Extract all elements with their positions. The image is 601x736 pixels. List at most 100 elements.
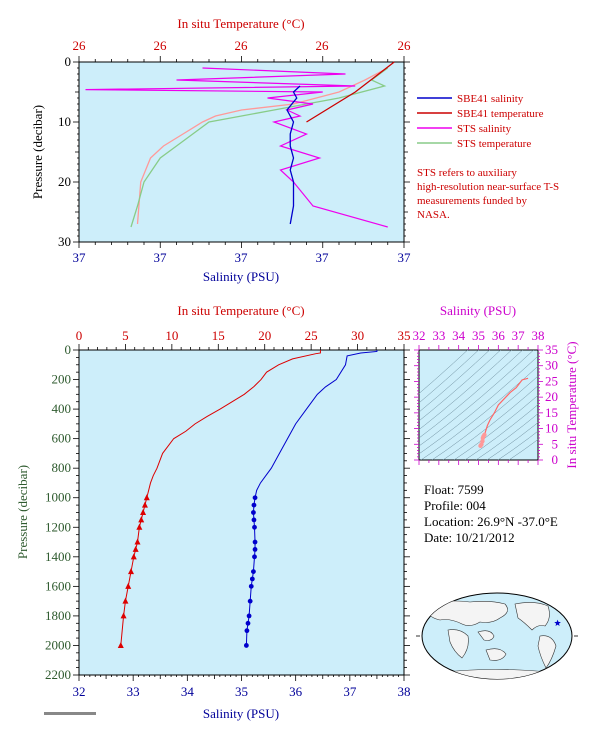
ts-x-tick-label: 35 — [472, 328, 485, 343]
temperature-marker — [117, 641, 124, 648]
density-contour — [431, 375, 538, 460]
full-profile-bottom-tick-labels: 32 33 34 35 36 37 38 — [73, 684, 411, 699]
pressure-tick-label: 2200 — [45, 667, 71, 682]
density-contour — [442, 385, 538, 460]
temp-tick-label: 0 — [76, 328, 83, 343]
density-contour — [420, 365, 538, 460]
pressure-tick-label: 2000 — [45, 637, 71, 652]
full-profile-bottom-axis-label: Salinity (PSU) — [203, 706, 279, 721]
temperature-marker — [134, 538, 141, 545]
density-contour — [419, 350, 523, 439]
salinity-tick-label: 34 — [181, 684, 195, 699]
pressure-tick-label: 1600 — [45, 578, 71, 593]
ts-x-tick-label: 33 — [432, 328, 445, 343]
sts-temperature-pink-line — [136, 67, 389, 225]
near-surface-bottom-tick-1: 37 — [154, 250, 168, 265]
temperature-marker — [138, 516, 145, 523]
near-surface-bottom-tick-2: 37 — [235, 250, 249, 265]
ts-x-tick-label: 38 — [532, 328, 545, 343]
near-surface-bottom-tick-4: 37 — [398, 250, 412, 265]
ts-y-axis-label: In situ Temperature (°C) — [564, 341, 579, 468]
salinity-marker — [244, 628, 250, 634]
ts-x-tick-label: 37 — [512, 328, 526, 343]
legend-label-sts-salinity: STS salinity — [457, 123, 512, 135]
full-profile-plot-area — [78, 349, 405, 676]
density-contour — [419, 350, 479, 404]
salinity-marker — [252, 547, 258, 552]
near-surface-bottom-axis-label: Salinity (PSU) — [203, 269, 279, 284]
near-surface-top-tick-3: 26 — [316, 38, 330, 53]
salinity-marker — [249, 576, 255, 582]
salinity-marker — [251, 502, 257, 508]
near-surface-bottom-tick-0: 37 — [73, 250, 87, 265]
pressure-tick-label: 1200 — [45, 519, 71, 534]
salinity-marker — [247, 598, 253, 604]
salinity-tick-label: 37 — [343, 684, 357, 699]
density-contour — [497, 430, 538, 460]
near-surface-y-tick-0: 0 — [65, 54, 72, 69]
ts-series — [478, 377, 529, 449]
profile-date: Date: 10/21/2012 — [424, 530, 515, 545]
near-surface-bottom-tick-3: 37 — [316, 250, 330, 265]
salinity-tick-label: 38 — [398, 684, 411, 699]
pressure-tick-label: 1400 — [45, 549, 71, 564]
salinity-tick-label: 35 — [235, 684, 248, 699]
near-surface-legend: SBE41 salinity SBE41 temperature STS sal… — [417, 93, 544, 150]
float-location-star-icon — [554, 619, 561, 626]
temperature-marker — [143, 494, 150, 501]
sts-note-line: NASA. — [417, 209, 450, 221]
map-south-america — [537, 635, 557, 669]
temp-tick-label: 15 — [212, 328, 225, 343]
ts-x-axis-label: Salinity (PSU) — [440, 303, 516, 318]
density-contour — [419, 350, 534, 447]
float-id: Float: 7599 — [424, 482, 484, 497]
salinity-marker — [243, 643, 249, 648]
full-profile-y-axis-label: Pressure (decibar) — [15, 465, 30, 559]
ts-density-contours — [419, 350, 538, 460]
salinity-marker — [252, 524, 257, 530]
density-contour — [419, 350, 501, 422]
salinity-marker — [245, 620, 251, 626]
near-surface-chart: In situ Temperature (°C) 26 26 26 26 26 … — [30, 16, 559, 284]
ts-y-tick-label: 15 — [545, 405, 558, 420]
near-surface-top-axis-label: In situ Temperature (°C) — [177, 16, 304, 31]
ts-x-tick-label: 32 — [413, 328, 426, 343]
legend-label-sbe41-salinity: SBE41 salinity — [457, 93, 524, 105]
temp-tick-label: 25 — [305, 328, 318, 343]
sts-note: STS refers to auxiliary high-resolution n… — [417, 167, 559, 221]
full-profile-chart: In situ Temperature (°C) 0 5 10 15 20 25 30 35 … — [15, 303, 411, 721]
ts-plot-area — [418, 349, 539, 461]
near-surface-ticks — [73, 56, 410, 248]
map-southeast-asia — [477, 630, 495, 641]
float-location-marker-layer — [554, 619, 561, 626]
density-contour — [486, 422, 538, 460]
map-antarctica — [424, 669, 571, 679]
sts-salinity-line — [85, 67, 388, 228]
ts-y-tick-label: 0 — [552, 452, 559, 467]
ts-diagram: Salinity (PSU) 32 33 34 35 36 37 38 0510152025… — [413, 303, 580, 469]
location: Location: 26.9°N -37.0°E — [424, 514, 558, 529]
map-greenland — [551, 597, 565, 607]
ts-y-tick-label: 30 — [545, 358, 558, 373]
near-surface-plot-area — [78, 61, 405, 243]
temp-tick-label: 30 — [351, 328, 364, 343]
near-surface-top-tick-4: 26 — [398, 38, 412, 53]
pressure-tick-label: 400 — [52, 401, 72, 416]
density-contour — [419, 350, 490, 413]
ts-x-tick-label: 34 — [452, 328, 466, 343]
near-surface-y-tick-2: 20 — [58, 174, 71, 189]
near-surface-y-tick-3: 30 — [58, 234, 71, 249]
footer-stamp — [44, 712, 96, 715]
temperature-marker — [136, 523, 143, 530]
full-profile-ticks — [73, 344, 410, 681]
temperature-marker — [132, 545, 139, 552]
legend-label-sbe41-temperature: SBE41 temperature — [457, 108, 544, 120]
temperature-marker — [130, 553, 137, 560]
density-contour — [475, 413, 538, 460]
sts-temperature-line — [130, 67, 389, 228]
density-contour — [453, 394, 538, 460]
density-contour — [508, 439, 538, 460]
ts-y-tick-label: 25 — [545, 373, 558, 388]
ts-y-tick-label: 35 — [545, 342, 558, 357]
